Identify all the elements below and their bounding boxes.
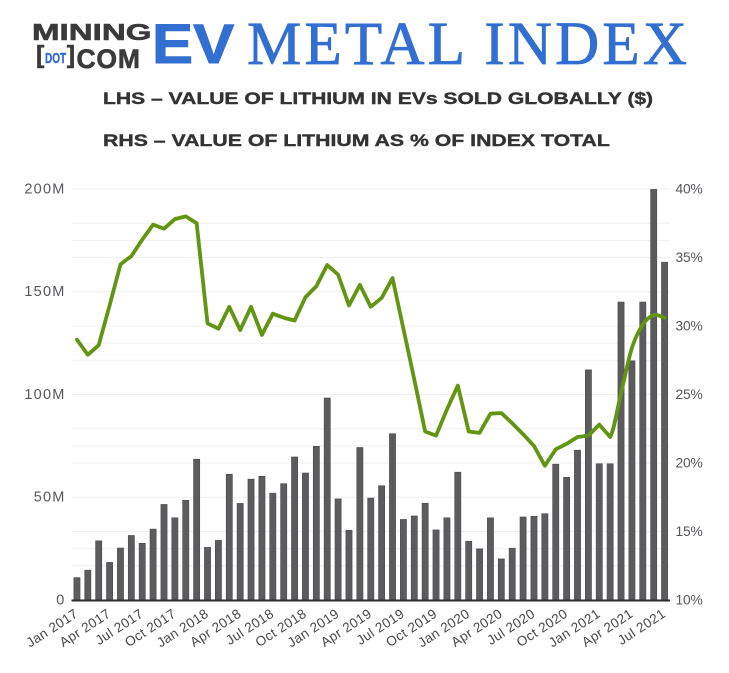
svg-text:40%: 40% bbox=[676, 181, 703, 196]
svg-text:200M: 200M bbox=[24, 181, 65, 197]
svg-text:25%: 25% bbox=[676, 387, 703, 402]
svg-text:20%: 20% bbox=[676, 455, 703, 470]
svg-text:0: 0 bbox=[56, 592, 65, 608]
svg-text:150M: 150M bbox=[24, 284, 65, 300]
svg-text:100M: 100M bbox=[24, 387, 65, 403]
svg-text:35%: 35% bbox=[676, 250, 703, 265]
svg-text:15%: 15% bbox=[676, 524, 703, 539]
svg-text:50M: 50M bbox=[34, 490, 66, 506]
svg-text:10%: 10% bbox=[676, 592, 703, 607]
svg-text:30%: 30% bbox=[676, 318, 703, 333]
